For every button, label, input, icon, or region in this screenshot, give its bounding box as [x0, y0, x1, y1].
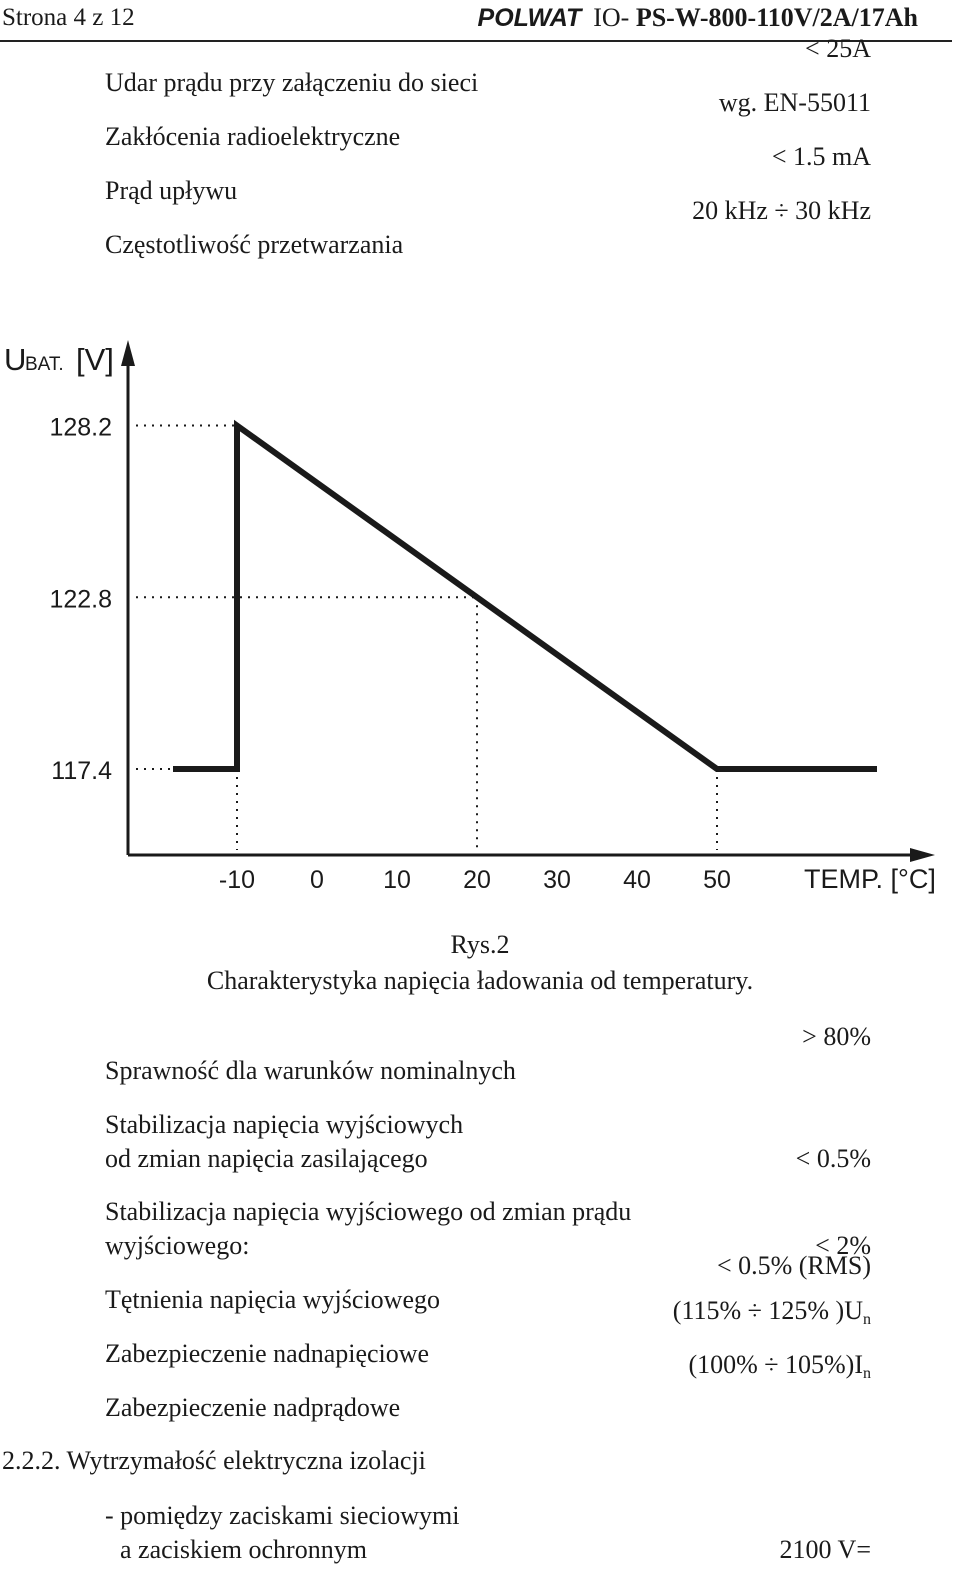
spec-label-line1: Stabilizacja napięcia wyjściowych: [105, 1110, 464, 1139]
figure-caption: Charakterystyka napięcia ładowania od te…: [206, 966, 754, 995]
x-tick-label: 0: [310, 866, 324, 894]
spec-label-line2: od zmian napięcia zasilającego: [105, 1144, 428, 1173]
document-title: POLWAT IO- PS-W-800-110V/2A/17Ah: [478, 3, 918, 33]
spec-value: < 2%: [815, 1231, 871, 1260]
spec-value: 20 kHz ÷ 30 kHz: [692, 196, 871, 225]
spec-value: wg. EN-55011: [718, 88, 871, 117]
brand-logo: POLWAT: [477, 4, 582, 32]
spec-label: Udar prądu przy załączeniu do sieci: [105, 68, 479, 97]
spec-value-subscript: n: [863, 1311, 871, 1328]
y-tick-label: 122.8: [49, 585, 112, 613]
y-axis-label-sub: BAT.: [25, 354, 64, 375]
x-tick-label: 20: [463, 866, 491, 894]
spec-value-main: (100% ÷ 105%)I: [688, 1350, 863, 1379]
doc-code: PS-W-800-110V/2A/17Ah: [635, 3, 918, 32]
section-title: Wytrzymałość elektryczna izolacji: [66, 1446, 426, 1475]
chart-svg: U BAT. [V] TEMP. [°C] 128.2 122.8 117.4 -10…: [4, 340, 936, 894]
spec-value: < 0.5% (RMS): [716, 1251, 871, 1280]
spec-value: (115% ÷ 125% )Un: [673, 1294, 871, 1337]
spec-row-load-regulation: Stabilizacja napięcia wyjściowego od zmi…: [105, 1195, 871, 1263]
spec-value: 2100 V=: [779, 1535, 871, 1564]
y-tick-label: 128.2: [49, 414, 112, 442]
y-tick-label: 117.4: [51, 757, 112, 785]
x-axis-label: TEMP. [°C]: [804, 864, 936, 894]
series-line: [173, 419, 877, 772]
spec-value-main: (115% ÷ 125% )U: [672, 1296, 863, 1325]
spec-label: Sprawność dla warunków nominalnych: [105, 1056, 516, 1085]
reference-lines: [136, 424, 718, 850]
x-tick-label: 50: [703, 866, 731, 894]
spec-label: Prąd upływu: [105, 176, 238, 205]
page-number: Strona 4 z 12: [2, 4, 135, 31]
spec-label-line2: a zaciskiem ochronnym: [120, 1535, 367, 1564]
spec-row-line-regulation: Stabilizacja napięcia wyjściowych od zmi…: [105, 1108, 871, 1176]
x-tick-label: 10: [383, 866, 411, 894]
doc-prefix: IO-: [593, 3, 630, 32]
spec-value: > 80%: [802, 1022, 871, 1051]
spec-label: Tętnienia napięcia wyjściowego: [105, 1285, 440, 1314]
spec-label-line2: wyjściowego:: [105, 1231, 250, 1260]
y-axis-unit: [V]: [76, 342, 114, 377]
page-header: Strona 4 z 12 POLWAT IO- PS-W-800-110V/2A…: [0, 0, 952, 42]
x-tick-label: 40: [623, 866, 651, 894]
x-tick-label: -10: [219, 866, 255, 894]
spec-label: Zakłócenia radioelektryczne: [105, 122, 401, 151]
y-axis-arrow-icon: [121, 340, 135, 366]
y-axis-label-main: U: [4, 342, 26, 377]
figure-number: Rys.2: [450, 930, 510, 959]
tick-labels: 128.2 122.8 117.4 -10 0 10 20 30 40 50: [49, 414, 730, 894]
spec-label: Zabezpieczenie nadnapięciowe: [105, 1339, 430, 1368]
spec-label: Częstotliwość przetwarzania: [105, 230, 404, 259]
spec-label-line1: Stabilizacja napięcia wyjściowego od zmi…: [105, 1197, 632, 1226]
spec-value: < 0.5%: [795, 1144, 871, 1173]
x-tick-label: 30: [543, 866, 571, 894]
spec-value: (100% ÷ 105%)In: [688, 1348, 871, 1391]
x-axis-arrow-icon: [910, 848, 935, 862]
spec-label-line1: - pomiędzy zaciskami sieciowymi: [105, 1501, 460, 1530]
spec-value: < 25A: [805, 34, 871, 63]
section-number: 2.2.2.: [2, 1446, 61, 1475]
spec-value-subscript: n: [863, 1365, 871, 1382]
spec-row-insulation: - pomiędzy zaciskami sieciowymi a zacisk…: [105, 1499, 871, 1567]
section-heading: 2.2.2. Wytrzymałość elektryczna izolacji: [2, 1446, 426, 1476]
spec-value: < 1.5 mA: [771, 142, 871, 171]
voltage-temperature-chart: U BAT. [V] TEMP. [°C] 128.2 122.8 117.4 -10…: [0, 330, 960, 910]
spec-label: Zabezpieczenie nadprądowe: [105, 1393, 401, 1422]
